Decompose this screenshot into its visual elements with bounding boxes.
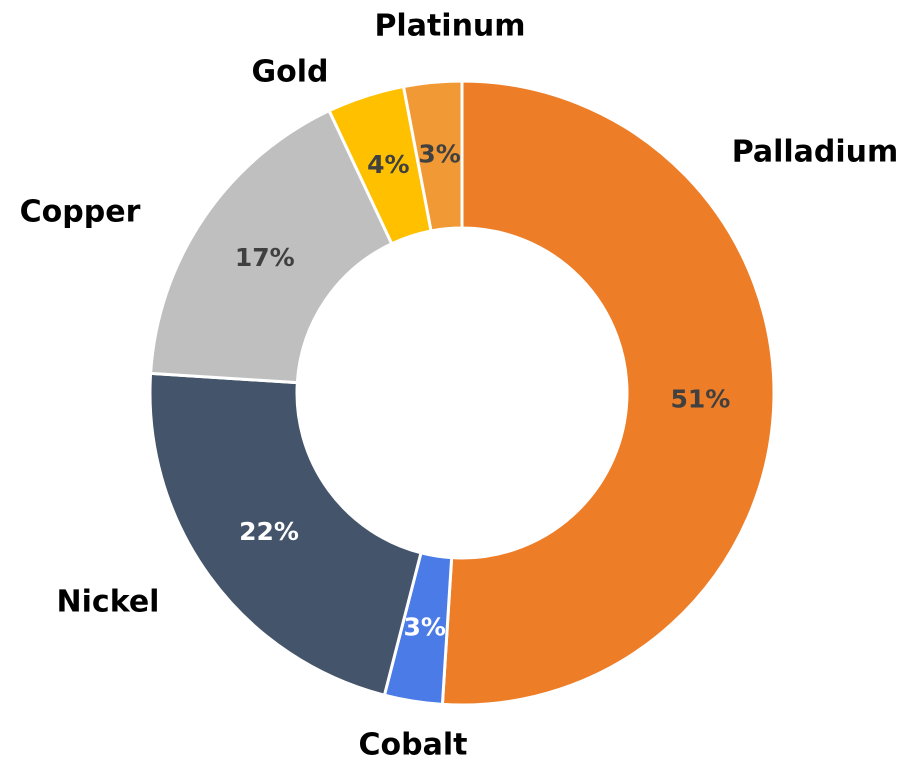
data-label: 3%: [418, 140, 460, 169]
data-label: 4%: [367, 150, 409, 179]
category-label: Nickel: [57, 585, 160, 620]
donut-slice: [401, 79, 464, 233]
donut-slice: [149, 108, 394, 385]
data-label: 17%: [235, 243, 295, 272]
category-label: Copper: [20, 195, 141, 230]
category-label: Cobalt: [359, 728, 468, 763]
category-label: Platinum: [374, 9, 525, 44]
category-label: Palladium: [732, 135, 899, 170]
data-label: 3%: [403, 613, 445, 642]
category-label: Gold: [252, 55, 329, 90]
data-label: 51%: [670, 384, 730, 413]
donut-slice: [440, 79, 776, 707]
donut-slice: [148, 371, 423, 698]
data-label: 22%: [239, 517, 299, 546]
